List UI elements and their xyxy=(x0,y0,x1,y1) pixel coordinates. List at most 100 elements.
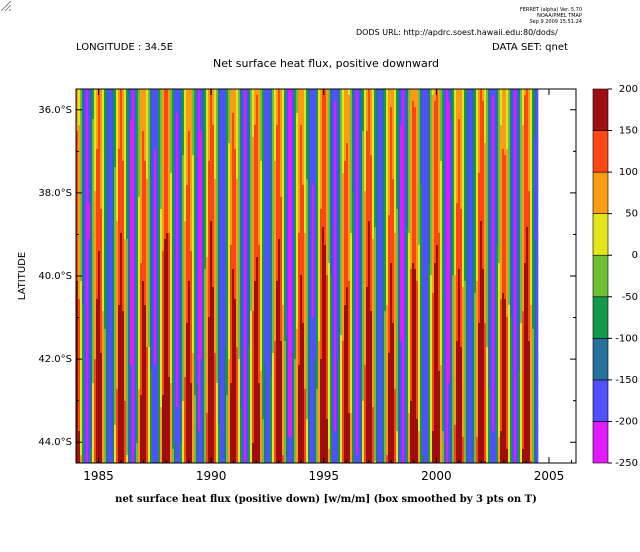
heatmap-cell xyxy=(122,125,125,132)
heatmap-cell xyxy=(138,89,141,96)
heatmap-cell xyxy=(156,221,159,228)
heatmap-cell xyxy=(122,107,125,114)
longitude-label: LONGITUDE : 34.5E xyxy=(76,42,174,53)
heatmap-cell xyxy=(80,131,83,138)
heatmap-cell xyxy=(96,251,99,258)
heatmap-cell xyxy=(202,401,205,408)
heatmap-cell xyxy=(78,359,81,366)
heatmap-cell xyxy=(208,191,211,198)
heatmap-cell xyxy=(92,395,95,402)
heatmap-cell xyxy=(226,383,229,390)
heatmap-cell xyxy=(202,311,205,318)
heatmap-cell xyxy=(98,215,101,222)
heatmap-cell xyxy=(100,209,103,216)
heatmap-cell xyxy=(194,251,197,258)
heatmap-cell xyxy=(82,131,85,138)
heatmap-cell xyxy=(146,419,149,426)
heatmap-cell xyxy=(88,443,91,450)
heatmap-cell xyxy=(154,377,157,384)
heatmap-cell xyxy=(226,455,229,462)
heatmap-cell xyxy=(158,305,161,312)
heatmap-cell xyxy=(172,359,175,366)
heatmap-cell xyxy=(152,143,155,150)
heatmap-cell xyxy=(168,131,171,138)
heatmap-cell xyxy=(142,341,145,348)
heatmap-cell xyxy=(208,395,211,402)
heatmap-cell xyxy=(144,449,147,456)
heatmap-cell xyxy=(178,413,181,420)
heatmap-cell xyxy=(122,167,125,174)
heatmap-cell xyxy=(106,245,109,252)
heatmap-cell xyxy=(178,395,181,402)
heatmap-cell xyxy=(162,461,165,463)
heatmap-cell xyxy=(110,251,113,258)
heatmap-cell xyxy=(154,293,157,300)
heatmap-cell xyxy=(186,461,189,463)
heatmap-cell xyxy=(144,263,147,270)
heatmap-cell xyxy=(90,389,93,396)
heatmap-cell xyxy=(130,239,133,246)
heatmap-cell xyxy=(172,101,175,108)
heatmap-cell xyxy=(96,293,99,300)
heatmap-cell xyxy=(78,425,81,432)
heatmap-cell xyxy=(228,185,231,192)
heatmap-cell xyxy=(152,185,155,192)
heatmap-cell xyxy=(136,125,139,132)
heatmap-cell xyxy=(174,275,177,282)
heatmap-cell xyxy=(88,95,91,102)
heatmap-cell xyxy=(100,191,103,198)
heatmap-cell xyxy=(92,179,95,186)
heatmap-cell xyxy=(160,431,163,438)
heatmap-cell xyxy=(86,101,89,108)
heatmap-cell xyxy=(220,131,223,138)
heatmap-cell xyxy=(192,329,195,336)
heatmap-cell xyxy=(110,197,113,204)
heatmap-cell xyxy=(160,143,163,150)
heatmap-cell xyxy=(80,359,83,366)
heatmap-cell xyxy=(110,359,113,366)
heatmap-cell xyxy=(212,173,215,180)
heatmap-cell xyxy=(178,431,181,438)
heatmap-cell xyxy=(128,305,131,312)
heatmap-cell xyxy=(202,119,205,126)
heatmap-cell xyxy=(220,371,223,378)
heatmap-cell xyxy=(134,275,137,282)
heatmap-cell xyxy=(162,455,165,462)
heatmap-cell xyxy=(194,371,197,378)
heatmap-cell xyxy=(98,305,101,312)
heatmap-cell xyxy=(134,353,137,360)
heatmap-cell xyxy=(166,281,169,288)
heatmap-cell xyxy=(156,143,159,150)
heatmap-cell xyxy=(110,257,113,264)
heatmap-cell xyxy=(102,233,105,240)
heatmap-cell xyxy=(92,437,95,444)
heatmap-cell xyxy=(212,239,215,246)
heatmap-cell xyxy=(146,137,149,144)
heatmap-cell xyxy=(194,455,197,462)
heatmap-cell xyxy=(136,227,139,234)
heatmap-cell xyxy=(116,335,119,342)
heatmap-cell xyxy=(184,101,187,108)
heatmap-cell xyxy=(218,449,221,456)
heatmap-cell xyxy=(84,299,87,306)
heatmap-cell xyxy=(160,125,163,132)
heatmap-cell xyxy=(228,407,231,414)
heatmap-cell xyxy=(190,161,193,168)
heatmap-cell xyxy=(130,245,133,252)
heatmap-cell xyxy=(204,449,207,456)
heatmap-cell xyxy=(164,329,167,336)
heatmap-cell xyxy=(112,89,115,96)
heatmap-cell xyxy=(202,419,205,426)
heatmap-cell xyxy=(204,179,207,186)
heatmap-cell xyxy=(176,107,179,114)
heatmap-cell xyxy=(226,197,229,204)
heatmap-cell xyxy=(192,431,195,438)
heatmap-cell xyxy=(136,239,139,246)
heatmap-cell xyxy=(102,419,105,426)
heatmap-cell xyxy=(182,113,185,120)
heatmap-cell xyxy=(86,449,89,456)
heatmap-cell xyxy=(192,269,195,276)
heatmap-cell xyxy=(90,203,93,210)
heatmap-cell xyxy=(204,197,207,204)
heatmap-cell xyxy=(222,395,225,402)
